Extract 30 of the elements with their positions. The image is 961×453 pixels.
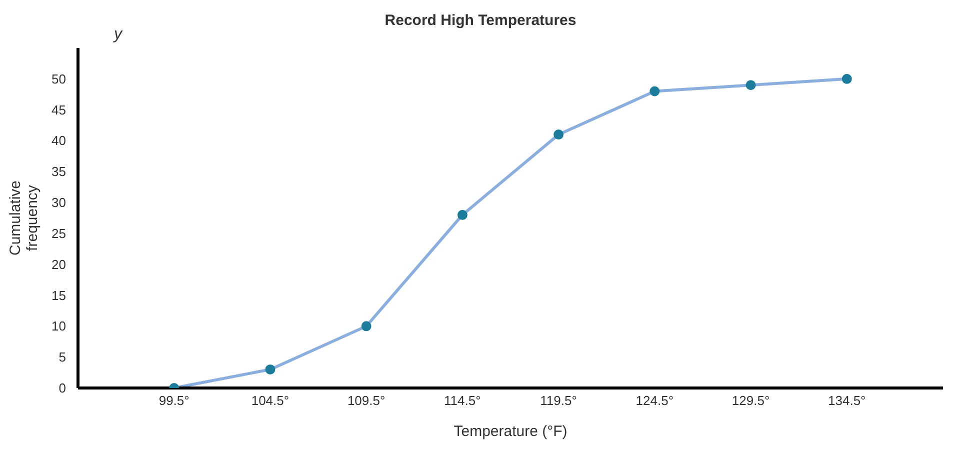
y-tick-label: 45 [52, 102, 66, 118]
point [842, 74, 852, 84]
x-tick-label: 119.5° [540, 393, 577, 408]
x-tick-label: 104.5° [251, 393, 290, 408]
x-tick-label: 109.5° [347, 393, 386, 408]
x-tick-label: 114.5° [444, 393, 481, 408]
point [265, 364, 276, 374]
point [650, 86, 660, 96]
x-tick-label: 99.5° [158, 393, 190, 408]
y-tick-label: 35 [52, 164, 66, 180]
y-tick-label: 50 [52, 71, 66, 86]
y-tick-label: 0 [58, 380, 66, 396]
y-tick-label: 20 [52, 256, 66, 272]
y-tick-label: 25 [52, 226, 66, 241]
point [554, 130, 564, 140]
x-tick-label: 134.5° [828, 393, 866, 408]
point [361, 321, 372, 332]
point [457, 210, 468, 220]
chart-title: Record High Temperatures [384, 12, 576, 29]
y-axis-title: Cumulative frequency [7, 180, 41, 256]
y-tick-label: 30 [52, 195, 66, 210]
point [746, 80, 756, 90]
x-tick-label: 124.5° [636, 393, 674, 408]
x-axis-title: Temperature (°F) [454, 423, 568, 440]
y-tick-label: 5 [58, 350, 66, 365]
y-tick-label: 15 [52, 288, 66, 303]
y-tick-label: 40 [52, 133, 66, 148]
x-tick-label: 129.5° [732, 393, 770, 408]
y-tick-label: 10 [52, 318, 66, 334]
text: y [114, 26, 122, 44]
